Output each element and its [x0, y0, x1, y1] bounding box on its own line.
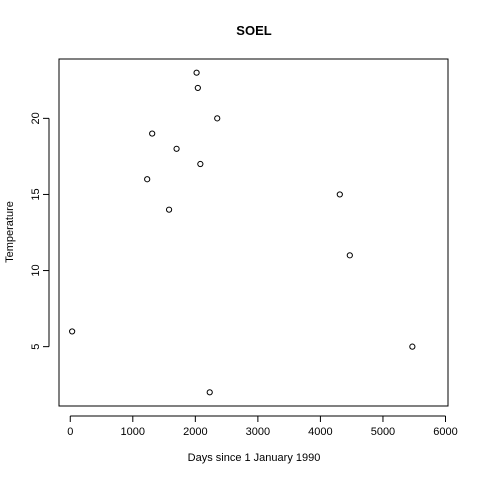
- y-tick-label: 20: [30, 112, 42, 124]
- data-point: [410, 344, 415, 349]
- data-point: [337, 192, 342, 197]
- data-point: [174, 146, 179, 151]
- x-axis-label: Days since 1 January 1990: [188, 452, 321, 464]
- data-point: [207, 390, 212, 395]
- chart-title: SOEL: [236, 23, 271, 38]
- plot-frame: [59, 59, 448, 406]
- x-axis: 0 1000 2000 3000 4000 5000 6000: [67, 416, 458, 438]
- y-tick-label: 10: [30, 264, 42, 276]
- y-axis-label: Temperature: [4, 201, 16, 263]
- data-point: [70, 329, 75, 334]
- x-tick-label: 4000: [308, 426, 332, 438]
- x-tick-label: 5000: [371, 426, 395, 438]
- data-point: [166, 207, 171, 212]
- x-tick-label: 2000: [183, 426, 207, 438]
- x-tick-label: 6000: [433, 426, 457, 438]
- data-point: [150, 131, 155, 136]
- y-tick-label: 5: [30, 344, 42, 350]
- data-point: [145, 177, 150, 182]
- y-axis: 5 10 15 20: [30, 112, 49, 349]
- x-tick-label: 1000: [121, 426, 145, 438]
- data-point: [194, 70, 199, 75]
- data-point: [198, 161, 203, 166]
- data-point: [195, 85, 200, 90]
- y-tick-label: 15: [30, 188, 42, 200]
- data-point: [347, 253, 352, 258]
- data-points: [70, 70, 415, 395]
- data-point: [215, 116, 220, 121]
- x-tick-label: 3000: [246, 426, 270, 438]
- x-tick-label: 0: [67, 426, 73, 438]
